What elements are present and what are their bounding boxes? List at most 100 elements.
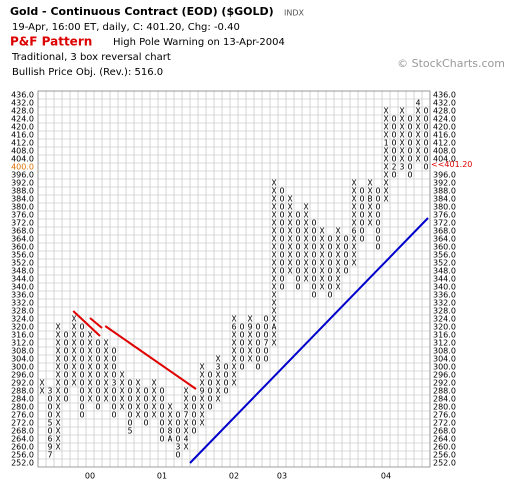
y-tick-label: 296.0 — [11, 371, 34, 380]
x-box: X — [320, 259, 325, 268]
o-box: O — [80, 355, 85, 364]
y-tick-label-right: 404.0 — [433, 155, 456, 164]
x-box: X — [304, 251, 309, 260]
o-box: O — [376, 187, 381, 196]
x-box: X — [288, 235, 293, 244]
y-tick-label-right: 364.0 — [433, 235, 456, 244]
o-box: O — [280, 219, 285, 228]
x-box: X — [248, 347, 253, 356]
y-tick-label-right: 308.0 — [433, 347, 456, 356]
o-box: O — [328, 243, 333, 252]
month-mark: 9 — [248, 323, 253, 332]
y-tick-label: 328.0 — [11, 307, 34, 316]
o-box: O — [392, 155, 397, 164]
x-box: X — [384, 107, 389, 116]
y-tick-label-right: 312.0 — [433, 339, 456, 348]
o-box: O — [280, 251, 285, 260]
x-box: X — [272, 291, 277, 300]
o-box: O — [112, 347, 117, 356]
x-box: X — [88, 371, 93, 380]
o-box: O — [64, 331, 69, 340]
o-box: O — [360, 235, 365, 244]
o-box: O — [280, 235, 285, 244]
x-tick-label: 04 — [381, 472, 391, 481]
y-tick-label-right: 352.0 — [433, 259, 456, 268]
y-tick-label: 288.0 — [11, 387, 34, 396]
x-box: X — [272, 179, 277, 188]
x-box: X — [56, 427, 61, 436]
month-mark: 4 — [184, 435, 189, 444]
y-tick-label-right: 260.0 — [433, 443, 456, 452]
x-box: X — [40, 379, 45, 388]
x-box: X — [216, 355, 221, 364]
x-box: X — [272, 307, 277, 316]
o-box: O — [408, 147, 413, 156]
x-box: X — [168, 419, 173, 428]
pattern: High Pole Warning on 13-Apr-2004 — [113, 37, 285, 48]
x-box: X — [248, 339, 253, 348]
x-box: X — [400, 107, 405, 116]
x-box: X — [352, 251, 357, 260]
o-box: O — [240, 355, 245, 364]
o-box: O — [312, 267, 317, 276]
x-box: X — [272, 331, 277, 340]
x-box: X — [104, 387, 109, 396]
x-box: X — [184, 387, 189, 396]
x-box: X — [304, 211, 309, 220]
o-box: O — [80, 331, 85, 340]
x-box: X — [56, 403, 61, 412]
x-box: X — [272, 283, 277, 292]
trend-line — [189, 217, 429, 464]
x-box: X — [416, 115, 421, 124]
x-box: X — [288, 227, 293, 236]
x-box: X — [184, 403, 189, 412]
o-box: O — [280, 275, 285, 284]
x-box: X — [200, 403, 205, 412]
o-box: O — [192, 395, 197, 404]
x-box: X — [200, 363, 205, 372]
x-box: X — [232, 363, 237, 372]
y-tick-label: 352.0 — [11, 259, 34, 268]
y-tick-label: 400.0 — [11, 163, 34, 172]
x-box: X — [304, 243, 309, 252]
o-box: O — [296, 235, 301, 244]
x-box: X — [352, 211, 357, 220]
y-tick-label: 304.0 — [11, 355, 34, 364]
o-box: O — [240, 331, 245, 340]
o-box: O — [208, 395, 213, 404]
y-tick-label: 368.0 — [11, 227, 34, 236]
x-box: X — [288, 219, 293, 228]
o-box: O — [176, 411, 181, 420]
y-tick-label-right: 296.0 — [433, 371, 456, 380]
y-tick-label: 276.0 — [11, 411, 34, 420]
y-tick-label: 316.0 — [11, 331, 34, 340]
o-box: O — [312, 235, 317, 244]
x-box: X — [304, 219, 309, 228]
y-tick-label: 292.0 — [11, 379, 34, 388]
method: Traditional, 3 box reversal chart — [11, 52, 171, 63]
trend-line — [72, 310, 101, 337]
o-box: O — [376, 227, 381, 236]
y-tick-label-right: 292.0 — [433, 379, 456, 388]
o-box: O — [344, 267, 349, 276]
month-mark: 3 — [216, 363, 221, 372]
y-tick-label-right: 284.0 — [433, 395, 456, 404]
x-box: X — [336, 267, 341, 276]
y-tick-label: 364.0 — [11, 235, 34, 244]
x-box: X — [384, 147, 389, 156]
month-mark: 3 — [48, 387, 53, 396]
y-tick-label: 396.0 — [11, 171, 34, 180]
x-box: X — [352, 235, 357, 244]
